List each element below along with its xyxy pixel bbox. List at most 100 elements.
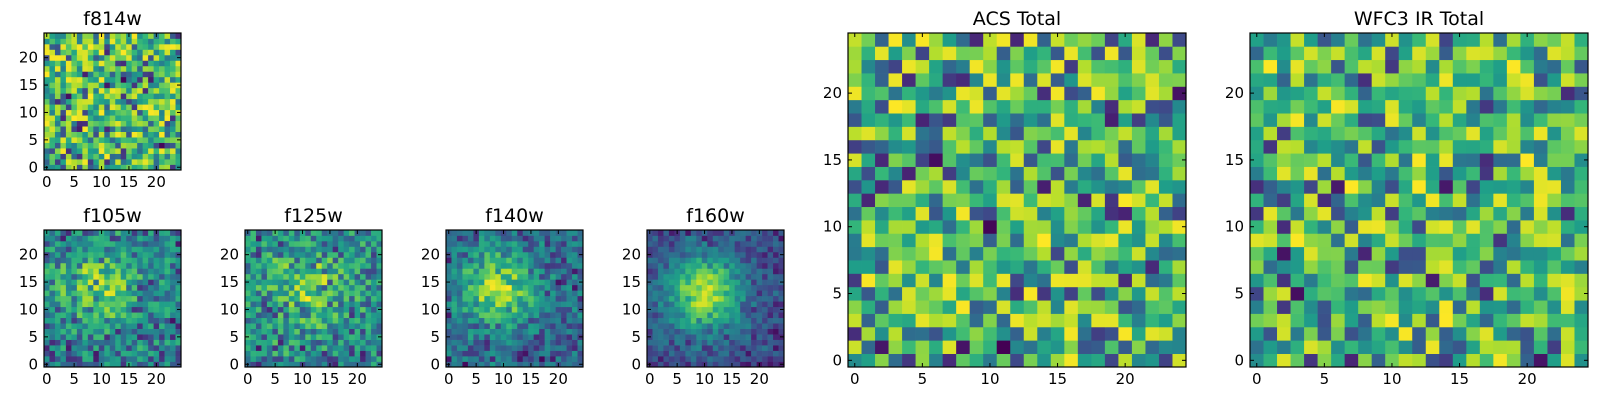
heatmap-cell xyxy=(164,164,171,171)
heatmap-cell xyxy=(109,262,116,269)
heatmap-cell xyxy=(327,284,334,291)
heatmap-cell xyxy=(1371,126,1386,141)
heatmap-cell xyxy=(365,356,372,362)
heatmap-cell xyxy=(848,166,862,181)
heatmap-cell xyxy=(131,290,138,297)
heatmap-cell xyxy=(153,339,160,346)
heatmap-cell xyxy=(983,340,998,354)
heatmap-cell xyxy=(1104,340,1119,354)
heatmap-cell xyxy=(1533,206,1548,221)
heatmap-cell xyxy=(104,290,111,297)
heatmap-cell xyxy=(718,251,725,258)
heatmap-cell xyxy=(175,142,182,149)
heatmap-cell xyxy=(522,361,529,368)
heatmap-cell xyxy=(87,301,94,308)
heatmap-cell xyxy=(718,273,725,280)
heatmap-cell xyxy=(170,361,176,368)
heatmap-cell xyxy=(745,273,752,280)
heatmap-cell xyxy=(888,233,903,248)
heatmap-cell xyxy=(104,76,111,83)
heatmap-cell xyxy=(82,164,89,171)
heatmap-cell xyxy=(1479,179,1494,194)
heatmap-cell xyxy=(555,235,562,242)
heatmap-cell xyxy=(294,356,301,362)
heatmap-cell xyxy=(54,339,61,346)
heatmap-cell xyxy=(1304,153,1318,167)
heatmap-cell xyxy=(126,109,133,116)
heatmap-cell xyxy=(533,301,540,308)
heatmap-cell xyxy=(255,268,262,275)
heatmap-cell xyxy=(54,323,61,329)
heatmap-cell xyxy=(49,137,56,143)
heatmap-cell xyxy=(1010,126,1025,141)
heatmap-cell xyxy=(354,290,361,297)
heatmap-cell xyxy=(712,339,719,346)
heatmap-cell xyxy=(98,54,105,61)
heatmap-cell xyxy=(71,279,78,286)
heatmap-cell xyxy=(371,356,377,362)
heatmap-cell xyxy=(566,361,573,368)
heatmap-cell xyxy=(888,260,903,274)
heatmap-cell xyxy=(65,126,72,132)
heatmap-cell xyxy=(137,301,143,308)
heatmap-cell xyxy=(942,153,957,167)
heatmap-cell xyxy=(685,317,692,324)
heatmap-cell xyxy=(451,334,458,340)
heatmap-cell xyxy=(76,317,83,324)
heatmap-cell xyxy=(294,273,301,280)
heatmap-cell xyxy=(104,98,111,105)
heatmap-cell xyxy=(115,251,122,258)
heatmap-cell xyxy=(148,323,154,329)
heatmap-cell xyxy=(679,279,686,286)
heatmap-cell xyxy=(663,306,670,313)
heatmap-cell xyxy=(1317,233,1332,248)
heatmap-cell xyxy=(1344,46,1359,61)
heatmap-cell xyxy=(310,262,317,269)
heatmap-cell xyxy=(338,301,344,308)
heatmap-cell xyxy=(82,148,89,154)
heatmap-cell xyxy=(1010,113,1025,127)
heatmap-cell xyxy=(668,268,675,275)
heatmap-cell xyxy=(266,290,273,297)
y-tick-label: 10 xyxy=(421,300,440,318)
heatmap-cell xyxy=(1077,139,1092,154)
heatmap-cell xyxy=(696,268,703,275)
heatmap-cell xyxy=(1425,179,1440,194)
heatmap-cell xyxy=(996,220,1011,234)
heatmap-cell xyxy=(250,356,257,362)
heatmap-cell xyxy=(456,345,463,351)
heatmap-cell xyxy=(696,312,703,319)
heatmap-cell xyxy=(679,295,686,302)
heatmap-cell xyxy=(1050,286,1065,301)
heatmap-cell xyxy=(1533,313,1548,328)
heatmap-cell xyxy=(60,71,67,78)
heatmap-cell xyxy=(142,93,149,100)
heatmap-cell xyxy=(734,279,741,286)
heatmap-cell xyxy=(49,142,56,149)
heatmap-cell xyxy=(120,164,127,171)
heatmap-cell xyxy=(969,286,984,301)
heatmap-cell xyxy=(153,345,160,351)
heatmap-cell xyxy=(65,284,72,291)
heatmap-cell xyxy=(723,240,730,247)
heatmap-cell xyxy=(1412,246,1427,261)
heatmap-cell xyxy=(137,268,143,275)
heatmap-cell xyxy=(283,312,290,319)
heatmap-cell xyxy=(495,240,502,247)
heatmap-cell xyxy=(489,334,496,340)
heatmap-cell xyxy=(148,38,154,45)
heatmap-cell xyxy=(1574,193,1589,208)
heatmap-cell xyxy=(500,323,507,329)
heatmap-cell xyxy=(734,306,741,313)
heatmap-cell xyxy=(266,312,273,319)
heatmap-cell xyxy=(71,306,78,313)
heatmap-cell xyxy=(983,220,998,234)
heatmap-cell xyxy=(550,284,556,291)
heatmap-cell xyxy=(663,273,670,280)
y-tick-label: 15 xyxy=(622,273,641,291)
heatmap-cell xyxy=(87,334,94,340)
heatmap-cell xyxy=(511,284,518,291)
heatmap-cell xyxy=(321,295,328,302)
heatmap-cell xyxy=(500,345,507,351)
